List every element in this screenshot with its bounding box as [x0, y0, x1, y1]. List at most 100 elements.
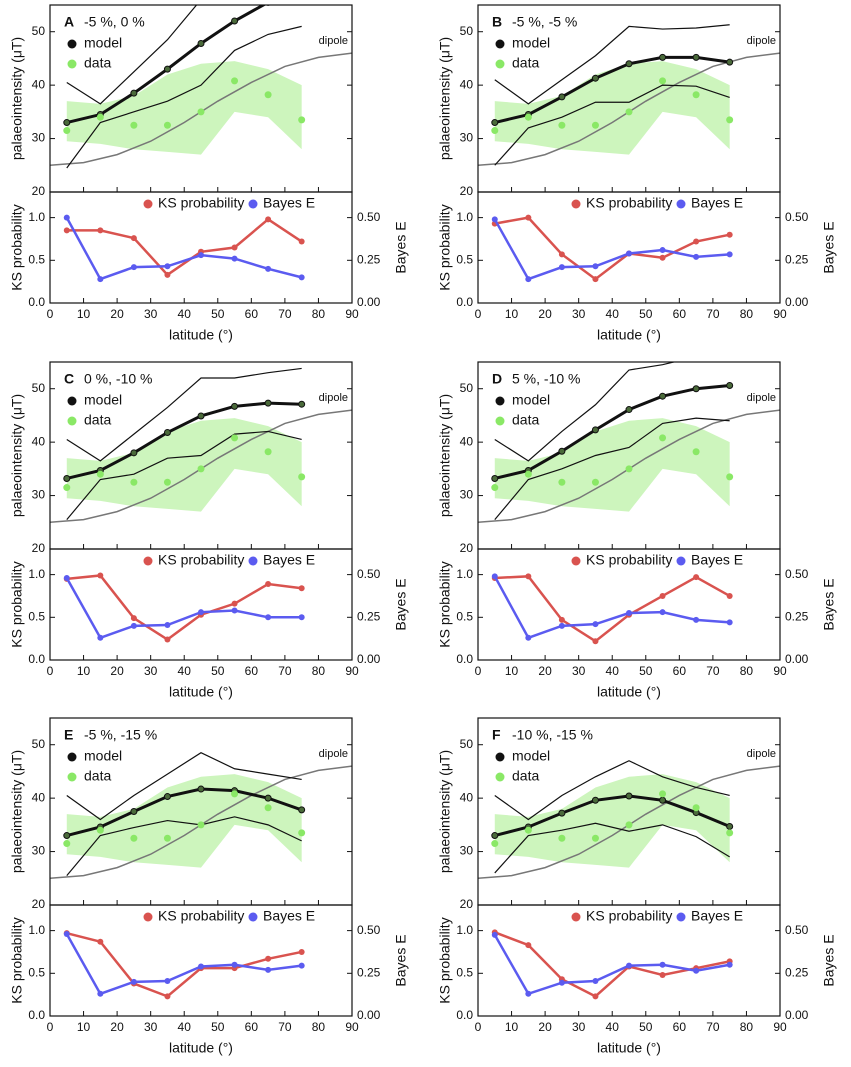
series-point [298, 614, 305, 621]
series-point [164, 977, 171, 984]
x-tick-label: 70 [278, 307, 292, 321]
data-point [625, 465, 633, 473]
y-tick-label: 1.0 [456, 567, 473, 581]
model-point [692, 53, 700, 61]
y-tick-label: 1.0 [28, 923, 45, 937]
y2-tick-label: 0.25 [357, 965, 381, 979]
y-tick-label: 30 [32, 488, 46, 502]
series-point [525, 276, 532, 283]
model-point [130, 89, 138, 97]
y2-tick-label: 0.50 [357, 210, 381, 224]
model-range-lower [494, 822, 730, 874]
y-tick-label: 40 [32, 434, 46, 448]
x-tick-label: 30 [572, 307, 586, 321]
series-point [265, 966, 272, 973]
top-plot [50, 367, 352, 524]
series-point [130, 615, 137, 622]
model-point [558, 93, 566, 101]
panel-title: -5 %, -15 % [84, 727, 157, 743]
y-axis-label: KS probability [9, 917, 25, 1003]
x-axis-label: latitude (°) [597, 1040, 661, 1056]
y-tick-label: 20 [460, 897, 474, 911]
y2-tick-label: 0.50 [357, 567, 381, 581]
series-point [97, 990, 104, 997]
data-point [130, 478, 138, 486]
series-point [626, 962, 632, 969]
model-range-upper [494, 24, 730, 105]
series-line [493, 575, 730, 640]
y-tick-label: 0.0 [456, 295, 473, 309]
series-point [626, 610, 632, 617]
y-axis-label: palaeointensity (μT) [9, 37, 25, 160]
x-tick-label: 0 [47, 1020, 54, 1034]
legend-marker [495, 416, 505, 426]
x-tick-label: 60 [245, 664, 259, 678]
legend-label: data [84, 768, 111, 784]
x-axis-label: latitude (°) [597, 684, 661, 700]
y-tick-label: 0.0 [28, 652, 45, 666]
bottom-frame [477, 904, 781, 1017]
data-point [692, 804, 700, 812]
model-point [264, 399, 272, 407]
legend-label: Bayes E [691, 908, 743, 924]
model-line [66, 787, 303, 837]
series-point [265, 614, 272, 621]
model-point [659, 53, 667, 61]
y-tick-label: 50 [460, 381, 474, 395]
legend-marker [495, 396, 505, 406]
y2-axis-label: Bayes E [393, 221, 409, 273]
y-axis-label: KS probability [437, 917, 453, 1003]
y-tick-label: 0.5 [456, 252, 473, 266]
series-point [491, 216, 498, 223]
series-point [198, 609, 204, 616]
x-tick-label: 10 [77, 1020, 91, 1034]
series-point [164, 263, 171, 270]
data-range [66, 418, 302, 512]
y2-tick-label: 0.00 [785, 652, 809, 666]
legend-label: data [512, 412, 539, 428]
data-point [659, 790, 667, 798]
top-plot [478, 362, 780, 524]
model-line [494, 384, 730, 480]
series-point [693, 616, 700, 623]
x-tick-label: 30 [144, 664, 158, 678]
y-tick-label: 1.0 [456, 923, 473, 937]
panel-title: -5 %, -5 % [512, 14, 577, 30]
model-line [494, 794, 731, 837]
bottom-frame [477, 548, 781, 661]
data-point [130, 834, 138, 842]
series-point [558, 979, 565, 986]
x-tick-label: 50 [211, 307, 225, 321]
model-point [591, 74, 599, 82]
model-point [264, 794, 272, 802]
series-point [265, 265, 272, 272]
model-point [197, 39, 205, 47]
data-range [66, 61, 302, 155]
x-tick-label: 20 [538, 664, 552, 678]
data-point [659, 434, 667, 442]
y-axis-label: palaeointensity (μT) [437, 750, 453, 873]
model-point [726, 58, 734, 66]
model-point [726, 382, 734, 390]
y-tick-label: 1.0 [28, 210, 45, 224]
series-point [525, 573, 532, 580]
y-tick-label: 0.5 [456, 609, 473, 623]
y2-tick-label: 0.00 [785, 295, 809, 309]
panel-label: D [492, 371, 502, 387]
y2-tick-label: 0.00 [357, 652, 381, 666]
series-point [693, 253, 700, 260]
x-tick-label: 80 [740, 307, 754, 321]
data-range [494, 774, 730, 868]
data-range [494, 61, 730, 155]
y-tick-label: 50 [32, 737, 46, 751]
legend-marker [143, 199, 153, 209]
x-tick-label: 70 [278, 664, 292, 678]
model-point [625, 60, 633, 68]
series-point [97, 572, 104, 579]
y-tick-label: 50 [460, 24, 474, 38]
model-range-lower [66, 816, 302, 876]
model-point [625, 406, 633, 414]
data-point [491, 127, 499, 135]
series-point [592, 276, 599, 283]
bottom-frame [49, 191, 353, 304]
